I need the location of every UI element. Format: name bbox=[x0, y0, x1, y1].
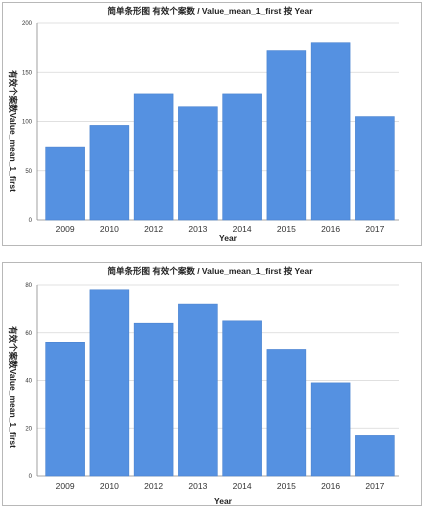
x-tick-label: 2014 bbox=[233, 224, 252, 234]
x-tick-label: 2010 bbox=[100, 481, 119, 491]
bar-2014 bbox=[222, 93, 262, 221]
bar-2010 bbox=[89, 289, 130, 477]
x-tick-label: 2012 bbox=[144, 481, 163, 491]
bar-2009 bbox=[45, 146, 85, 221]
x-axis-label: Year bbox=[214, 496, 233, 505]
bar-2012 bbox=[133, 322, 174, 477]
y-tick-label: 60 bbox=[25, 331, 32, 337]
bar-2017 bbox=[355, 116, 395, 221]
x-tick-label: 2009 bbox=[56, 224, 75, 234]
y-tick-label: 100 bbox=[22, 120, 33, 126]
y-tick-label: 150 bbox=[22, 70, 33, 76]
bar-chart-bottom: 简单条形图 有效个案数 / Value_mean_1_first 按 Year … bbox=[2, 262, 422, 506]
bar-2015 bbox=[266, 50, 307, 221]
bar-2013 bbox=[178, 303, 218, 477]
y-tick-label: 0 bbox=[29, 474, 33, 480]
y-tick-label: 80 bbox=[25, 283, 32, 289]
x-tick-label: 2013 bbox=[188, 224, 207, 234]
bars bbox=[45, 42, 395, 221]
bar-2015 bbox=[266, 349, 307, 477]
bar-2013 bbox=[178, 106, 218, 221]
y-tick-label: 0 bbox=[29, 218, 33, 224]
y-axis-label: 有效个案数Value_mean_1_first bbox=[8, 326, 18, 448]
chart-svg-top: 简单条形图 有效个案数 / Value_mean_1_first 按 Year … bbox=[8, 6, 399, 243]
x-tick-label: 2014 bbox=[233, 481, 252, 491]
x-tick-label: 2012 bbox=[144, 224, 163, 234]
x-tick-label: 2017 bbox=[365, 224, 384, 234]
x-tick-label: 2015 bbox=[277, 224, 296, 234]
y-ticks: 0 20 40 60 80 bbox=[25, 283, 32, 480]
x-tick-label: 2013 bbox=[188, 481, 207, 491]
bar-2017 bbox=[355, 435, 395, 477]
x-tick-label: 2017 bbox=[365, 481, 384, 491]
x-categories: 2009 2010 2012 2013 2014 2015 2016 2017 bbox=[56, 224, 385, 234]
bars bbox=[45, 289, 395, 477]
y-tick-label: 20 bbox=[25, 426, 32, 432]
x-tick-label: 2010 bbox=[100, 224, 119, 234]
bar-2010 bbox=[89, 125, 130, 221]
x-tick-label: 2009 bbox=[56, 481, 75, 491]
y-axis-label: 有效个案数Value_mean_1_first bbox=[8, 70, 18, 192]
y-ticks: 0 50 100 150 200 bbox=[22, 21, 33, 224]
x-tick-label: 2016 bbox=[321, 224, 340, 234]
bar-2009 bbox=[45, 342, 85, 477]
chart-title: 简单条形图 有效个案数 / Value_mean_1_first 按 Year bbox=[107, 6, 313, 16]
y-tick-label: 200 bbox=[22, 21, 33, 27]
bar-2016 bbox=[310, 382, 351, 477]
y-tick-label: 50 bbox=[25, 169, 32, 175]
chart-svg-bottom: 简单条形图 有效个案数 / Value_mean_1_first 按 Year … bbox=[8, 266, 399, 505]
bar-2014 bbox=[222, 320, 262, 477]
bar-2016 bbox=[310, 42, 351, 221]
x-tick-label: 2016 bbox=[321, 481, 340, 491]
x-categories: 2009 2010 2012 2013 2014 2015 2016 2017 bbox=[56, 481, 385, 491]
bar-chart-top: 简单条形图 有效个案数 / Value_mean_1_first 按 Year … bbox=[2, 2, 422, 246]
bar-2012 bbox=[133, 93, 174, 221]
x-tick-label: 2015 bbox=[277, 481, 296, 491]
y-tick-label: 40 bbox=[25, 379, 32, 385]
chart-title: 简单条形图 有效个案数 / Value_mean_1_first 按 Year bbox=[107, 266, 313, 276]
x-axis-label: Year bbox=[219, 233, 238, 243]
